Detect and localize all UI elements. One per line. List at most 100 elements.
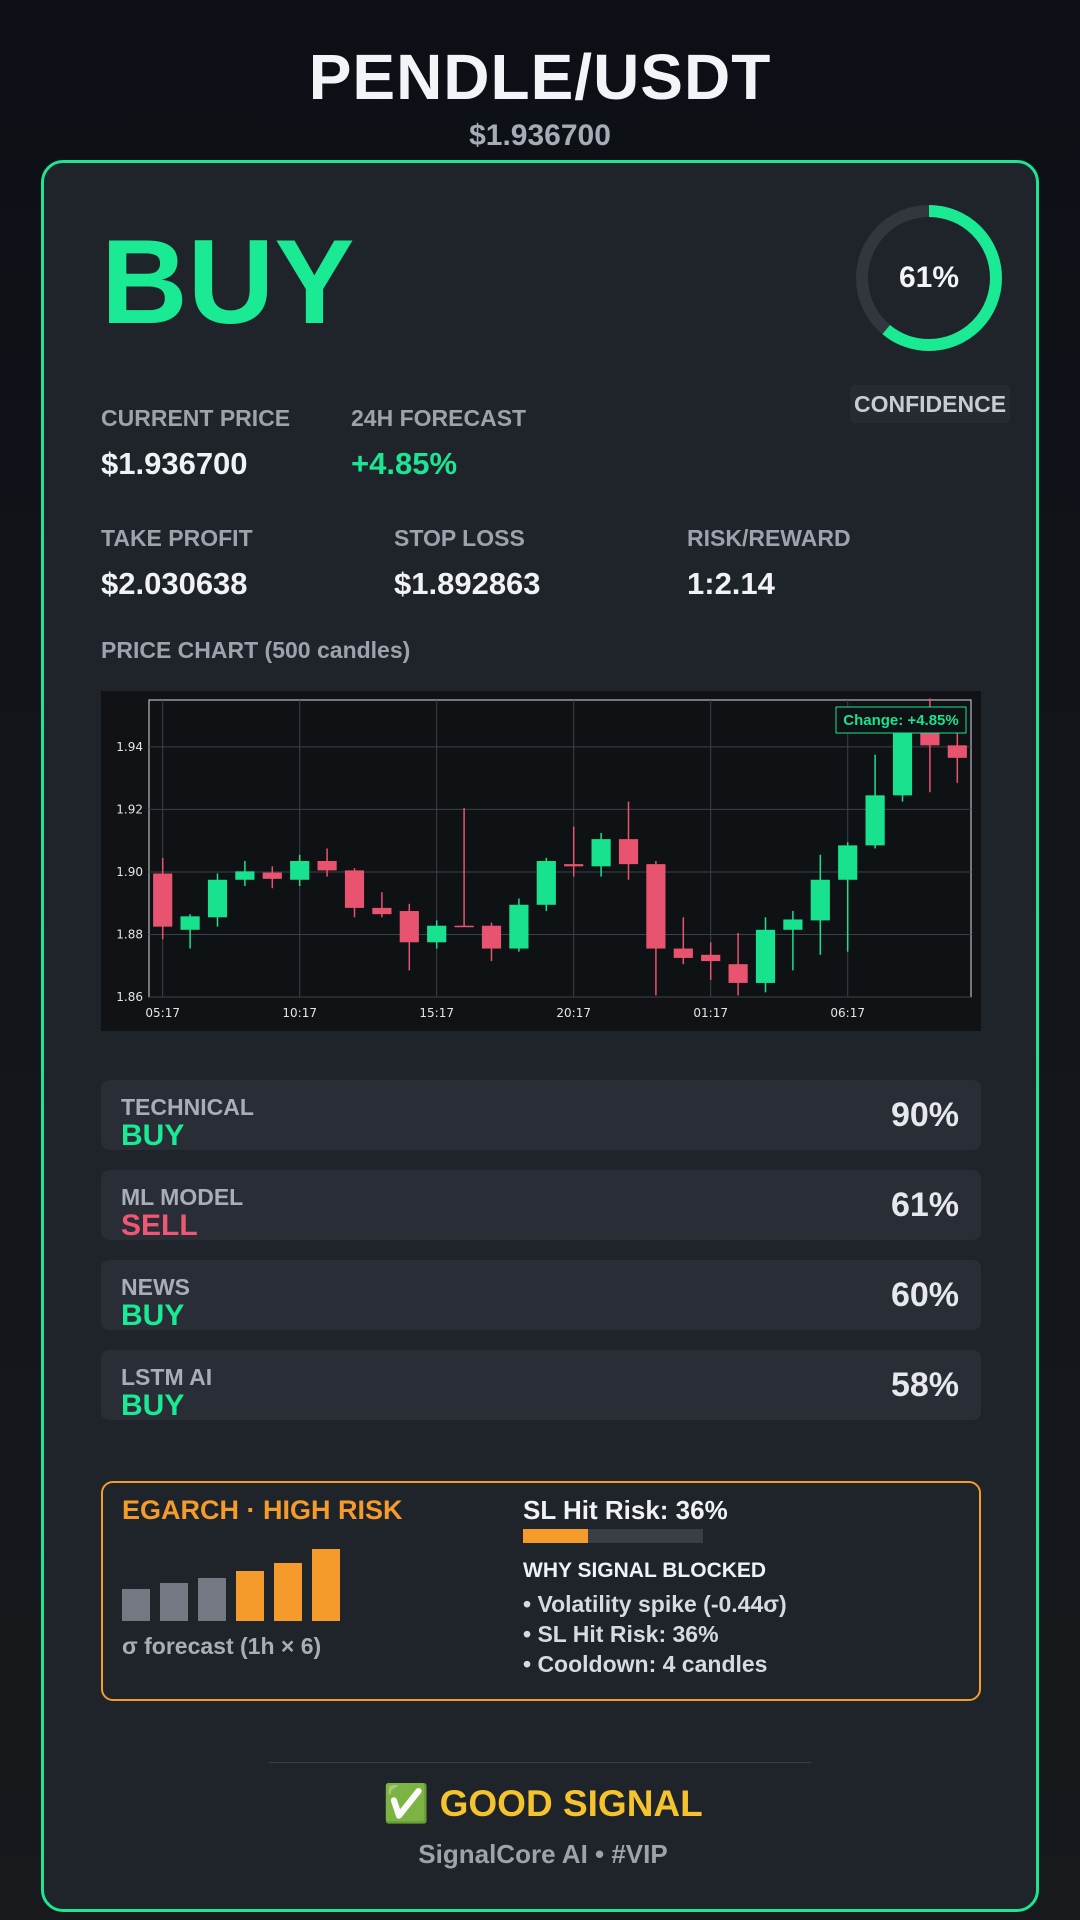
signal-card: BUY 61% CONFIDENCE CURRENT PRICE $1.9367…	[41, 160, 1039, 1912]
candle-body	[536, 861, 556, 905]
candle-body	[427, 925, 447, 943]
indicator-ml-model: ML MODEL SELL 61%	[101, 1170, 981, 1242]
indicator-pct: 90%	[890, 1096, 959, 1134]
sigma-bar	[274, 1563, 302, 1621]
x-tick-label: 15:17	[419, 1006, 454, 1020]
current-price-value: $1.936700	[101, 446, 248, 481]
candle-body	[728, 964, 748, 983]
why-blocked-list: • Volatility spike (-0.44σ) • SL Hit Ris…	[523, 1589, 787, 1679]
candle	[646, 861, 666, 996]
candle	[618, 801, 639, 880]
signal-label: BUY	[101, 215, 355, 349]
y-tick-label: 1.86	[116, 990, 143, 1004]
gauge-arc	[856, 205, 1002, 351]
brand-footer: SignalCore AI • #VIP	[418, 1839, 668, 1869]
indicator-name: TECHNICAL	[121, 1094, 254, 1120]
candle-body	[207, 879, 228, 918]
candle	[564, 826, 584, 877]
forecast-value: +4.85%	[351, 446, 458, 481]
pair-title: PENDLE/USDT	[308, 41, 772, 113]
sigma-bar	[122, 1589, 150, 1621]
risk-title: EGARCH · HIGH RISK	[122, 1495, 403, 1525]
confidence-label: CONFIDENCE	[850, 385, 1010, 423]
indicator-name: NEWS	[121, 1274, 190, 1300]
stop-loss-metric: STOP LOSS $1.892863	[394, 523, 541, 605]
candle	[591, 832, 611, 877]
sl-hit-risk-fill	[523, 1529, 588, 1543]
candle	[262, 866, 282, 889]
indicator-signal: BUY	[121, 1119, 185, 1152]
candle	[947, 732, 967, 783]
candle	[536, 857, 556, 912]
forecast-metric: 24H FORECAST +4.85%	[351, 403, 526, 485]
divider	[269, 1762, 811, 1763]
stop-loss-label: STOP LOSS	[394, 525, 525, 551]
sigma-bar	[198, 1578, 226, 1621]
y-tick-label: 1.92	[116, 802, 143, 816]
candle-body	[865, 795, 885, 846]
candle-body	[947, 745, 967, 758]
header: PENDLE/USDT $1.936700	[0, 38, 1080, 156]
sigma-label: σ forecast (1h × 6)	[122, 1633, 322, 1659]
reason-item: • Volatility spike (-0.44σ)	[523, 1591, 787, 1617]
candle-body	[509, 904, 529, 949]
reason-item: • Cooldown: 4 candles	[523, 1651, 768, 1677]
indicator-pct: 60%	[890, 1276, 959, 1314]
take-profit-metric: TAKE PROFIT $2.030638	[101, 523, 253, 605]
sigma-bar	[160, 1583, 188, 1621]
candle	[481, 922, 502, 962]
candle	[783, 911, 803, 971]
candle-body	[673, 948, 693, 958]
change-annotation-box	[835, 706, 967, 734]
candle	[701, 942, 721, 980]
risk-reward-metric: RISK/REWARD 1:2.14	[687, 523, 851, 605]
sigma-bar	[236, 1571, 264, 1621]
why-blocked-title: WHY SIGNAL BLOCKED	[523, 1559, 767, 1582]
forecast-label: 24H FORECAST	[351, 405, 527, 431]
candle-body	[153, 873, 173, 927]
change-annotation: Change: +4.85%	[843, 712, 958, 729]
confidence-gauge: 61%	[854, 203, 1004, 353]
y-tick-label: 1.90	[116, 865, 143, 879]
candle-body	[591, 839, 611, 867]
x-tick-label: 05:17	[145, 1006, 180, 1020]
stop-loss-value: $1.892863	[394, 566, 541, 601]
candle-body	[618, 839, 639, 865]
indicator-technical: TECHNICAL BUY 90%	[101, 1080, 981, 1152]
candle	[810, 854, 830, 955]
x-tick-label: 06:17	[830, 1006, 865, 1020]
candle-body	[454, 925, 474, 928]
x-tick-label: 20:17	[556, 1006, 591, 1020]
candle	[838, 842, 858, 952]
indicator-news: NEWS BUY 60%	[101, 1260, 981, 1332]
indicator-pct: 58%	[890, 1366, 959, 1404]
chart-title: PRICE CHART (500 candles)	[101, 637, 411, 663]
candle	[207, 873, 228, 927]
sl-hit-risk-bar	[523, 1529, 703, 1543]
candle-body	[810, 879, 830, 921]
candle-body	[481, 925, 502, 949]
reason-item: • SL Hit Risk: 36%	[523, 1621, 719, 1647]
candle	[290, 854, 310, 887]
indicator-signal: SELL	[121, 1209, 198, 1242]
candle-body	[235, 871, 255, 880]
take-profit-label: TAKE PROFIT	[101, 525, 253, 551]
candle	[427, 920, 447, 949]
candle-body	[262, 872, 282, 879]
candle	[344, 868, 365, 918]
current-price-metric: CURRENT PRICE $1.936700	[101, 403, 290, 485]
candle-body	[372, 907, 392, 915]
candle	[728, 932, 748, 996]
candle	[180, 914, 200, 949]
candle-body	[344, 870, 365, 908]
candle	[399, 903, 419, 971]
candle-body	[317, 861, 337, 871]
take-profit-value: $2.030638	[101, 566, 248, 601]
header-price: $1.936700	[469, 119, 611, 152]
candle	[865, 754, 885, 849]
y-tick-label: 1.94	[116, 740, 143, 754]
plot-frame	[148, 699, 972, 998]
indicator-pct: 61%	[890, 1186, 959, 1224]
confidence-value: 61%	[898, 261, 960, 294]
candle-body	[920, 732, 940, 746]
